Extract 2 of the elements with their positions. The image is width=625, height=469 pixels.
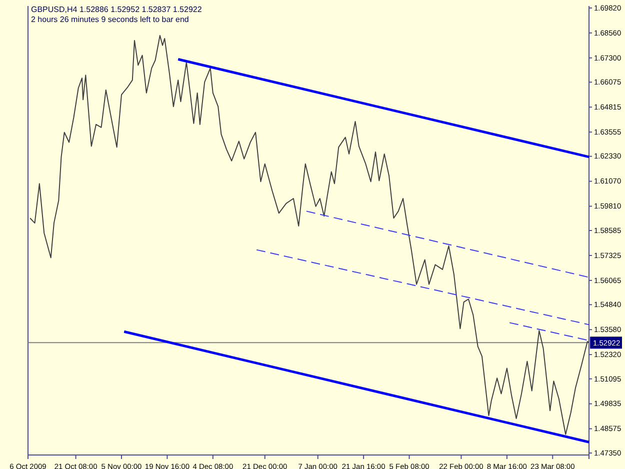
text: 2 hours 26 minutes 9 seconds left to bar end [31, 15, 189, 24]
chart-title: GBPUSD,H4 1.52886 1.52952 1.52837 1.52922 [31, 5, 202, 14]
